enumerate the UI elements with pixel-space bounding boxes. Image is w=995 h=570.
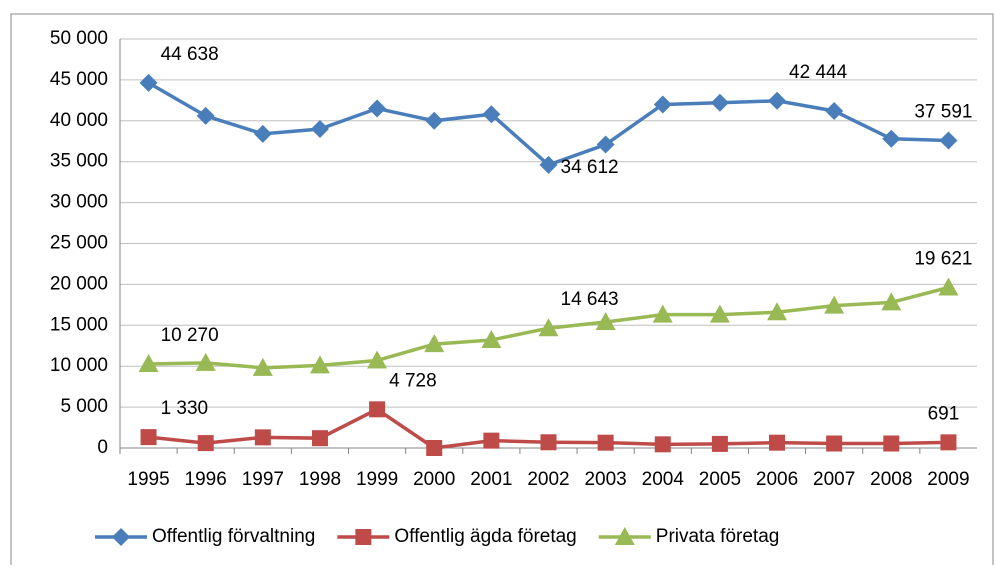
legend-marker <box>112 528 130 546</box>
legend-marker <box>355 529 372 545</box>
marker <box>310 119 329 138</box>
y-tick-label: 25 000 <box>50 233 108 254</box>
y-tick-label: 40 000 <box>50 110 108 131</box>
marker <box>881 292 902 311</box>
marker <box>938 277 959 296</box>
marker <box>138 353 159 372</box>
marker <box>369 401 386 418</box>
data-label: 10 270 <box>161 325 219 346</box>
marker <box>424 334 445 353</box>
marker <box>596 135 615 154</box>
x-tick-label: 2005 <box>699 469 741 490</box>
marker <box>653 95 672 114</box>
marker <box>311 430 328 447</box>
marker <box>769 434 786 451</box>
data-label: 691 <box>928 403 960 424</box>
marker <box>368 99 387 118</box>
x-tick-label: 1997 <box>242 469 284 490</box>
marker <box>768 91 787 110</box>
data-label: 14 643 <box>561 289 619 310</box>
marker <box>139 73 158 92</box>
marker <box>309 355 330 374</box>
x-tick-label: 2006 <box>756 469 798 490</box>
y-tick-label: 45 000 <box>50 69 108 90</box>
data-label: 19 621 <box>914 249 972 270</box>
legend-label: Offentlig ägda företag <box>394 526 576 547</box>
data-label: 37 591 <box>914 102 972 123</box>
legend-label: Privata företag <box>656 526 780 547</box>
marker <box>939 131 958 150</box>
marker <box>482 105 501 124</box>
y-tick-label: 0 <box>97 437 108 458</box>
marker <box>940 434 957 451</box>
chart-border <box>10 13 994 570</box>
x-tick-label: 2003 <box>584 469 626 490</box>
marker <box>767 302 788 321</box>
x-tick-label: 2008 <box>870 469 912 490</box>
marker <box>883 435 900 452</box>
marker <box>595 312 616 331</box>
x-tick-label: 1998 <box>299 469 341 490</box>
marker <box>711 435 728 452</box>
marker <box>539 155 558 174</box>
marker <box>140 429 157 446</box>
marker <box>654 436 671 453</box>
marker <box>652 304 673 323</box>
marker <box>540 434 557 451</box>
marker <box>367 350 388 369</box>
y-tick-label: 50 000 <box>50 28 108 49</box>
y-tick-label: 30 000 <box>50 192 108 213</box>
marker <box>483 432 500 449</box>
marker <box>709 304 730 323</box>
marker <box>195 352 216 371</box>
x-tick-label: 2000 <box>413 469 455 490</box>
marker <box>710 93 729 112</box>
y-tick-label: 35 000 <box>50 151 108 172</box>
data-label: 1 330 <box>161 398 209 419</box>
x-tick-label: 1999 <box>356 469 398 490</box>
marker <box>197 435 214 452</box>
marker <box>254 429 271 446</box>
legend-label: Offentlig förvaltning <box>152 526 315 547</box>
data-label: 34 612 <box>561 157 619 178</box>
marker <box>597 434 614 451</box>
marker <box>196 106 215 125</box>
data-label: 4 728 <box>389 370 437 391</box>
data-label: 44 638 <box>161 44 219 65</box>
x-tick-label: 2004 <box>642 469 685 490</box>
y-tick-label: 20 000 <box>50 273 108 294</box>
marker <box>481 330 502 349</box>
x-tick-label: 2002 <box>527 469 569 490</box>
y-tick-label: 15 000 <box>50 314 108 335</box>
marker <box>824 295 845 314</box>
x-tick-label: 2009 <box>927 469 969 490</box>
marker <box>826 435 843 452</box>
legend-marker <box>614 527 635 545</box>
marker <box>825 101 844 120</box>
marker <box>425 111 444 130</box>
y-tick-label: 5 000 <box>60 396 108 417</box>
marker <box>882 129 901 148</box>
data-label: 42 444 <box>789 62 848 83</box>
marker <box>253 124 272 143</box>
x-tick-label: 1996 <box>185 469 227 490</box>
y-tick-label: 10 000 <box>50 355 108 376</box>
marker <box>426 440 443 456</box>
x-tick-label: 2001 <box>470 469 512 490</box>
marker <box>538 318 559 337</box>
x-tick-label: 1995 <box>127 469 169 490</box>
marker <box>252 357 273 376</box>
x-tick-label: 2007 <box>813 469 855 490</box>
